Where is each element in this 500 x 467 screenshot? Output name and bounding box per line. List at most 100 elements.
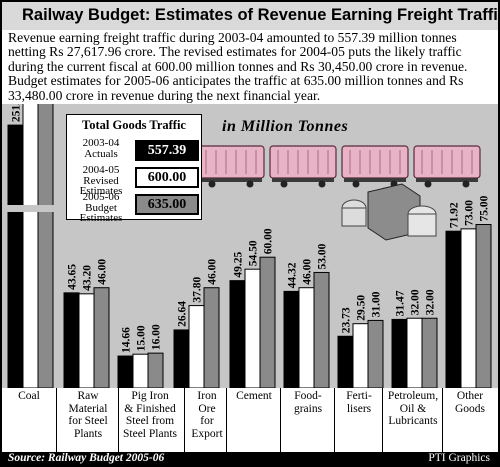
- bar-value-label: 29.50: [356, 295, 368, 321]
- category-label: Pig Iron & Finished Steel from Steel Pla…: [123, 390, 177, 440]
- footer: Source: Railway Budget 2005-06 PTI Graph…: [2, 452, 498, 465]
- bar: [203, 287, 220, 388]
- bar: [391, 318, 408, 388]
- legend-item-revised: 2004-05 Revised Estimates 600.00: [67, 165, 201, 196]
- bar: [93, 287, 110, 388]
- bar-value-label: 15.00: [136, 325, 148, 351]
- legend-value: 557.39: [135, 140, 199, 161]
- unit-label: in Million Tonnes: [222, 118, 349, 135]
- legend-value: 635.00: [135, 194, 199, 215]
- bar: [147, 352, 164, 388]
- bar: [445, 230, 462, 388]
- category-label: Other Goods: [454, 390, 486, 415]
- bar: [37, 104, 54, 388]
- chart-title: Railway Budget: Estimates of Revenue Ear…: [2, 2, 498, 30]
- wagon-icon: [341, 145, 409, 188]
- bar-value-label: 32.00: [425, 289, 437, 315]
- bar: [132, 353, 149, 388]
- bar-value-label: 46.00: [207, 259, 219, 285]
- credit: PTI Graphics: [428, 452, 490, 464]
- wagon-icon: [413, 145, 481, 188]
- divider: [118, 388, 119, 452]
- divider: [226, 388, 227, 452]
- legend-label: 2005-06 Budget Estimates: [79, 191, 123, 224]
- legend-item-actuals: 2003-04 Actuals 557.39: [67, 138, 201, 162]
- bar-value-label: 16.00: [151, 324, 163, 350]
- legend-item-budget: 2005-06 Budget Estimates 635.00: [67, 192, 201, 223]
- bar: [313, 271, 330, 388]
- bar: [229, 280, 246, 388]
- bar: [188, 305, 205, 388]
- bars-layer: 251.75269.00276.0043.6543.2046.0014.6615…: [7, 104, 492, 388]
- bar: [460, 228, 477, 388]
- category-label: Food- grains: [293, 390, 323, 415]
- divider: [280, 388, 281, 452]
- bar: [173, 329, 190, 388]
- bar: [298, 287, 315, 388]
- bar-value-label: 23.73: [341, 307, 353, 333]
- bar-value-label: 71.92: [449, 202, 461, 228]
- bar-value-label: 31.00: [371, 291, 383, 317]
- divider: [56, 388, 57, 452]
- bar: [337, 335, 354, 388]
- divider: [382, 388, 383, 452]
- bar: [117, 355, 134, 388]
- category-label: Cement: [236, 390, 272, 402]
- bar: [244, 268, 261, 388]
- bar-value-label: 73.00: [464, 200, 476, 226]
- wagon-icon: [197, 145, 265, 188]
- bar-value-label: 46.00: [302, 259, 314, 285]
- category-label: Petroleum, Oil & Lubricants: [387, 390, 439, 427]
- legend-title: Total Goods Traffic: [82, 118, 186, 132]
- bar-value-label: 43.20: [82, 265, 94, 291]
- bar-chart: 251.75269.00276.0043.6543.2046.0014.6615…: [7, 104, 492, 388]
- wagon-illustration: [197, 145, 481, 241]
- bar-value-label: 32.00: [410, 289, 422, 315]
- bar-value-label: 53.00: [317, 243, 329, 269]
- source-note: Source: Railway Budget 2005-06: [8, 452, 165, 464]
- axis-break: [7, 205, 24, 212]
- bar: [283, 290, 300, 388]
- axis-break: [37, 205, 54, 212]
- category-label: Iron Ore for Export: [191, 390, 223, 440]
- cargo-icon: [341, 183, 437, 241]
- category-label: Ferti- lisers: [346, 390, 372, 415]
- divider: [334, 388, 335, 452]
- bar: [78, 293, 95, 388]
- bar-value-label: 37.80: [192, 276, 204, 302]
- bar-value-label: 31.47: [395, 290, 407, 316]
- wagon-icon: [269, 145, 337, 188]
- bar: [475, 224, 492, 388]
- legend-value: 600.00: [135, 167, 199, 188]
- axis-break: [22, 205, 39, 212]
- bar: [421, 317, 438, 388]
- bar-value-label: 26.64: [177, 301, 189, 327]
- divider: [184, 388, 185, 452]
- bar-value-label: 54.50: [248, 240, 260, 266]
- bar: [63, 292, 80, 388]
- bar: [22, 104, 39, 388]
- bar: [7, 124, 24, 388]
- category-label: Coal: [18, 390, 40, 402]
- bar-value-label: 14.66: [121, 327, 133, 353]
- divider: [442, 388, 443, 452]
- category-labels: Coal Raw Material for Steel Plants Pig I…: [2, 388, 498, 452]
- bar: [352, 323, 369, 388]
- legend-label: 2004-05 Revised Estimates: [79, 164, 123, 197]
- legend-label: 2003-04 Actuals: [82, 137, 120, 160]
- category-label: Raw Material for Steel Plants: [68, 390, 108, 440]
- bar-value-label: 75.00: [479, 195, 491, 221]
- bar-value-label: 251.75: [11, 104, 23, 122]
- bar-value-label: 46.00: [97, 259, 109, 285]
- bar: [259, 256, 276, 388]
- bar: [406, 317, 423, 388]
- legend-box: Total Goods Traffic 2003-04 Actuals 557.…: [66, 114, 202, 223]
- bar: [367, 319, 384, 388]
- bar-value-label: 60.00: [263, 228, 275, 254]
- bar-value-label: 49.25: [233, 252, 245, 278]
- bar-value-label: 43.65: [67, 264, 79, 290]
- intro-text: Revenue earning freight traffic during 2…: [2, 30, 498, 104]
- bar-value-label: 44.32: [287, 262, 299, 288]
- chart-panel: 251.75269.00276.0043.6543.2046.0014.6615…: [2, 104, 498, 388]
